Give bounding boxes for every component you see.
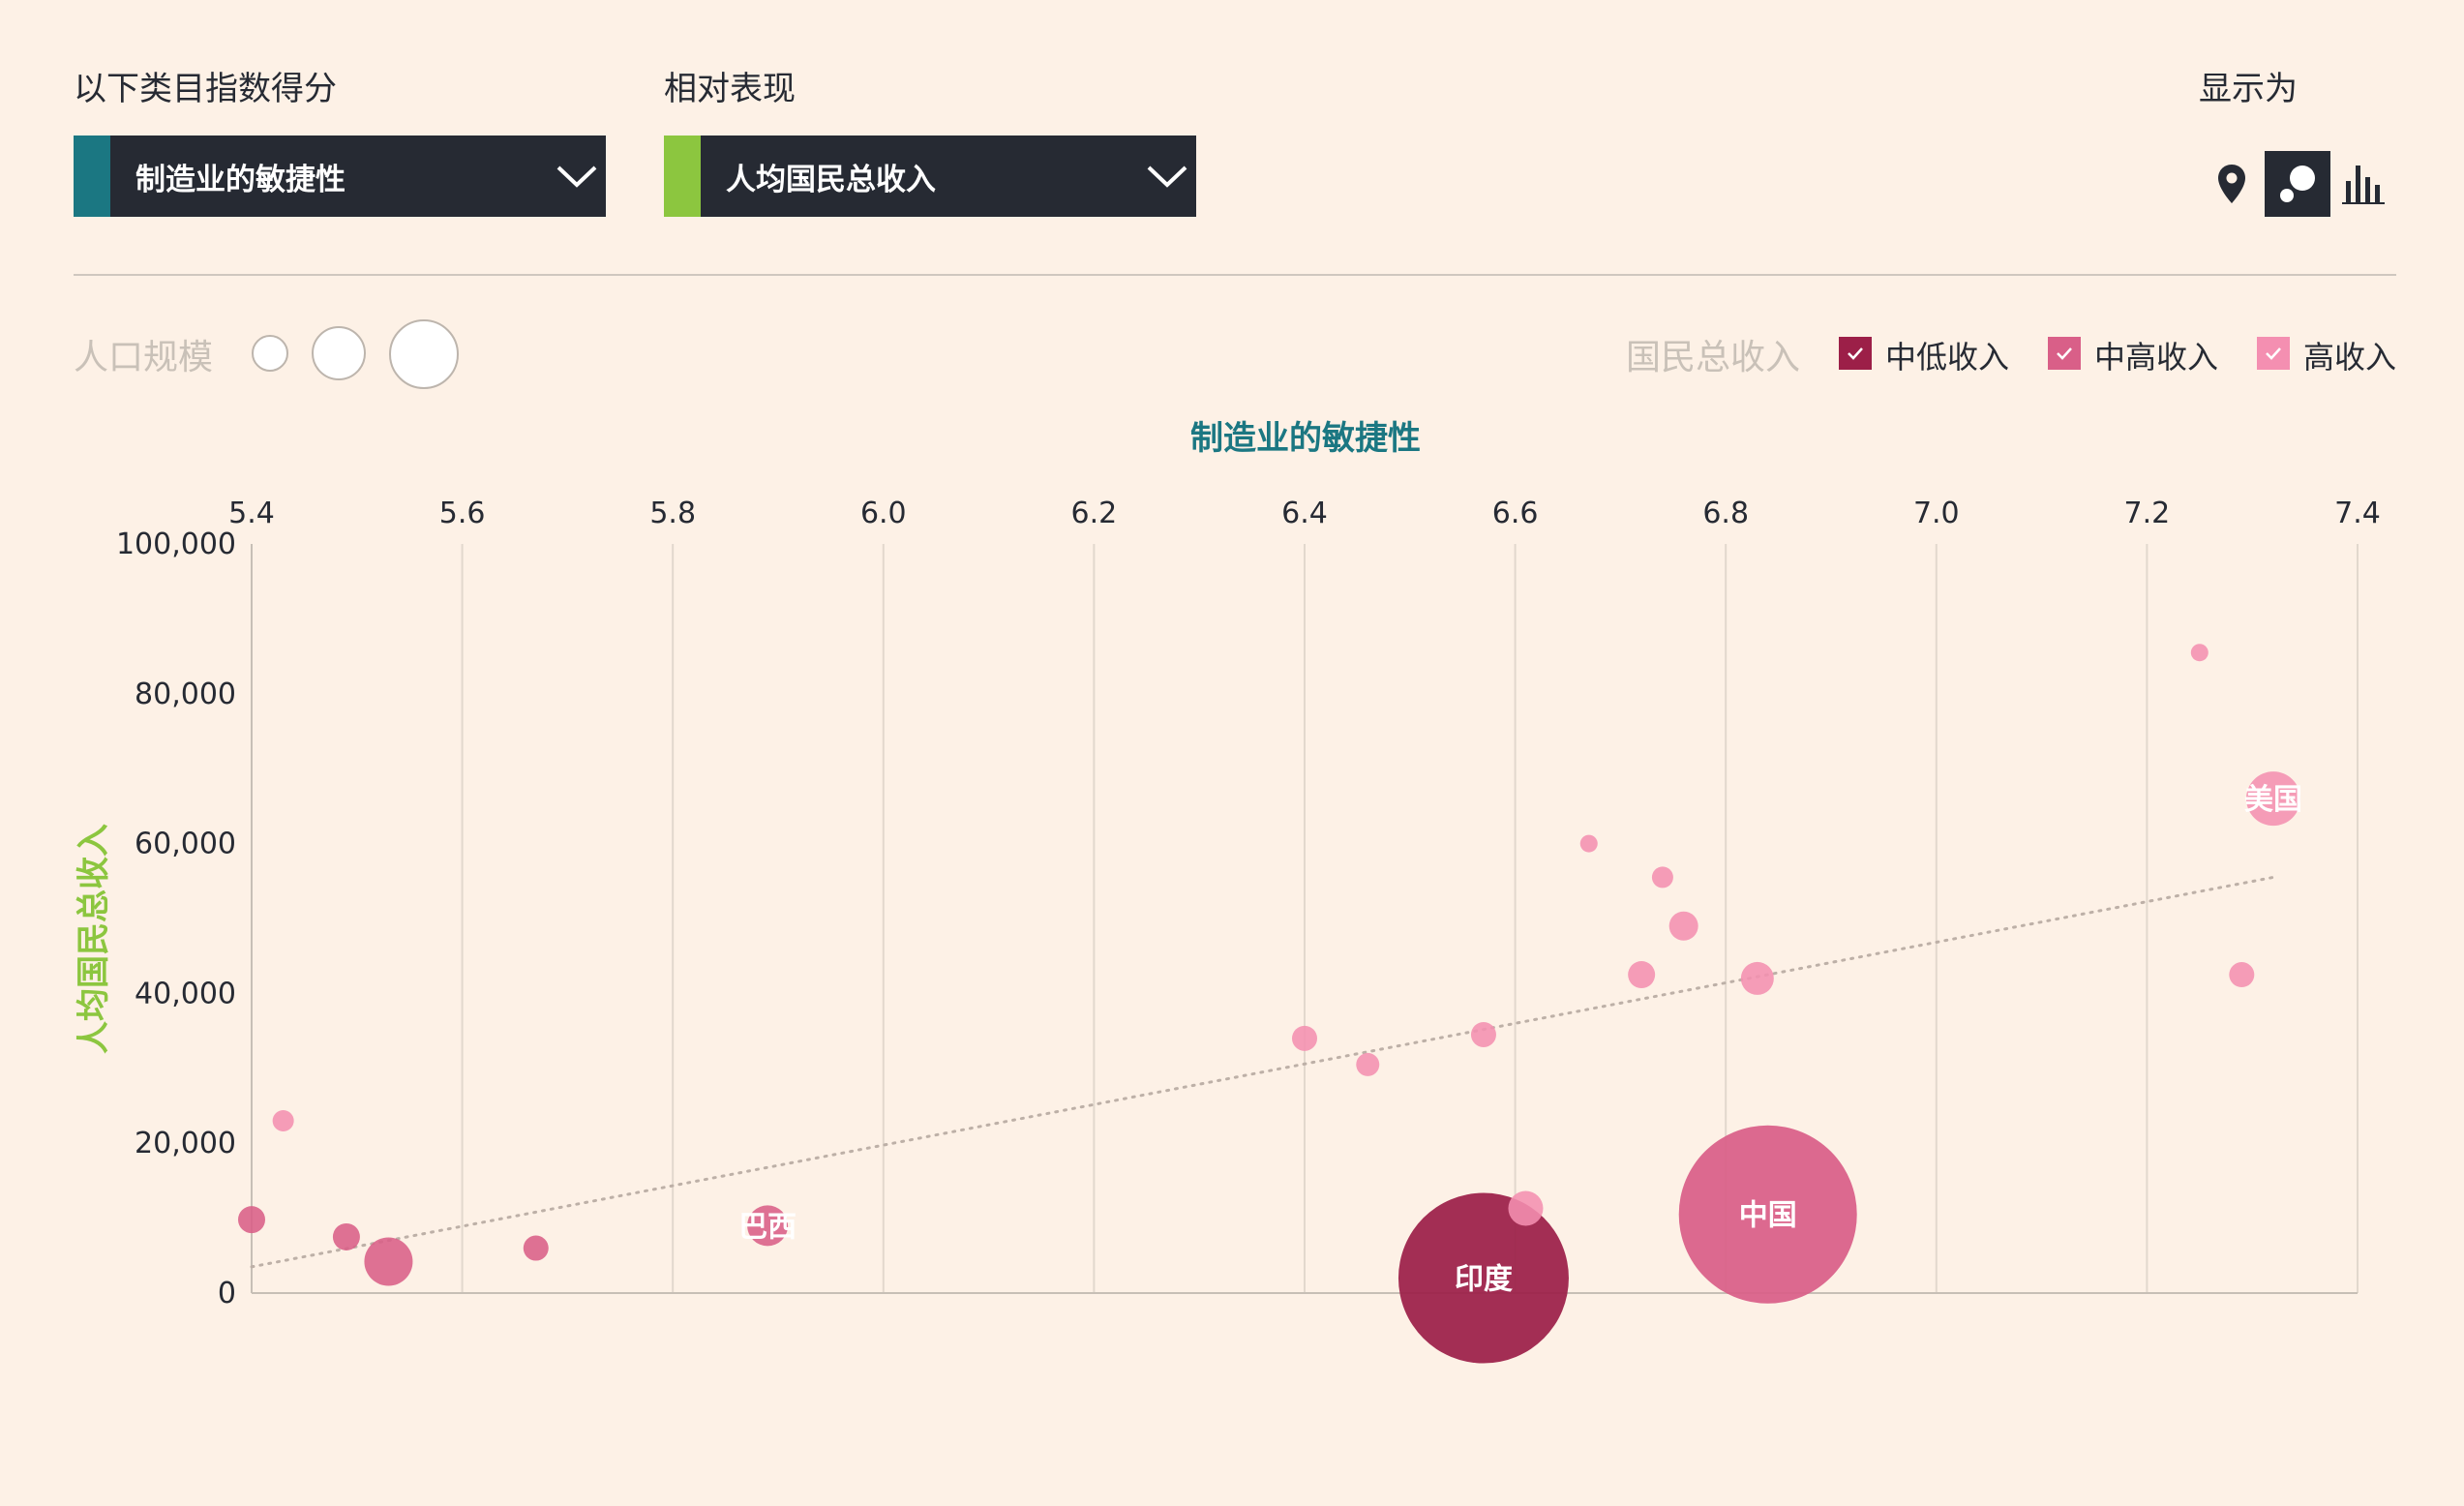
bubble[interactable]: [272, 1109, 294, 1131]
filter-label-lower-middle: 中低收入: [1885, 339, 2010, 376]
bubble-印度[interactable]: [1397, 1192, 1569, 1364]
x-tick-label: 6.2: [1071, 497, 1118, 530]
bubble-label: 印度: [1455, 1263, 1513, 1297]
map-pin-icon: [2218, 165, 2245, 203]
bubble[interactable]: [1470, 1021, 1496, 1047]
bubble-美国[interactable]: [2245, 771, 2300, 827]
bubble[interactable]: [1740, 961, 1774, 995]
relative-dropdown-value: 人均国民总收入: [726, 162, 936, 197]
bubble-chart-icon: [2280, 166, 2315, 202]
y-axis-title: 人均国民总收入: [75, 824, 113, 1054]
checkmark-icon: [2057, 347, 2072, 360]
relative-dropdown[interactable]: 人均国民总收入: [664, 136, 1196, 217]
population-size-label: 人口规模: [74, 338, 214, 377]
bubble[interactable]: [1579, 834, 1598, 853]
bubble[interactable]: [1651, 866, 1673, 889]
relative-label: 相对表现: [664, 70, 796, 108]
y-tick-label: 80,000: [135, 678, 236, 711]
chevron-down-icon: [1138, 136, 1196, 217]
x-tick-label: 7.0: [1913, 497, 1960, 530]
y-tick-label: 100,000: [116, 527, 236, 561]
x-tick-label: 6.8: [1702, 497, 1749, 530]
x-tick-label: 5.6: [439, 497, 486, 530]
x-tick-label: 6.0: [860, 497, 907, 530]
category-dropdown[interactable]: 制造业的敏捷性: [74, 136, 606, 217]
bubble[interactable]: [364, 1237, 413, 1286]
filter-checkbox-upper-middle[interactable]: [2048, 337, 2081, 370]
bubble-label: 中国: [1739, 1199, 1797, 1233]
bubble[interactable]: [1668, 911, 1698, 941]
size-legend-large: [389, 319, 459, 389]
bar-chart-icon: [2342, 166, 2385, 204]
filter-label-high: 高收入: [2303, 339, 2397, 376]
y-tick-label: 0: [218, 1277, 236, 1310]
x-tick-label: 5.4: [228, 497, 275, 530]
chevron-down-icon: [548, 136, 606, 217]
checkmark-icon: [1848, 347, 1863, 360]
divider: [74, 274, 2396, 276]
filter-checkbox-lower-middle[interactable]: [1839, 337, 1872, 370]
bubble[interactable]: [1292, 1025, 1317, 1051]
size-legend-medium: [312, 326, 366, 380]
category-swatch: [74, 136, 110, 217]
bubble[interactable]: [2190, 644, 2209, 662]
y-tick-label: 60,000: [135, 828, 236, 861]
x-tick-label: 7.2: [2124, 497, 2171, 530]
relative-swatch: [664, 136, 701, 217]
x-axis-title: 制造业的敏捷性: [1190, 419, 1421, 458]
display-label: 显示为: [2199, 70, 2298, 108]
bubble[interactable]: [2229, 962, 2255, 988]
bubble[interactable]: [1628, 961, 1656, 989]
gni-legend-label: 国民总收入: [1626, 338, 1801, 377]
x-tick-label: 7.4: [2334, 497, 2381, 530]
bubble-view-button[interactable]: [2265, 151, 2330, 217]
y-tick-label: 20,000: [135, 1127, 236, 1160]
bubble-中国[interactable]: [1678, 1125, 1857, 1304]
category-dropdown-value: 制造业的敏捷性: [135, 162, 346, 197]
scatter-chart: 印度 中国 巴西 美国 5.4 5.6 5.8 6.0 6.2 6.4 6.6 6.8 7.0 7.2 7…: [75, 419, 2381, 1364]
bar-view-button[interactable]: [2330, 151, 2396, 217]
x-tick-label: 6.6: [1492, 497, 1539, 530]
bubble[interactable]: [238, 1206, 265, 1234]
bubble-label: 巴西: [738, 1210, 796, 1244]
x-tick-label: 5.8: [649, 497, 696, 530]
filter-checkbox-high[interactable]: [2257, 337, 2290, 370]
x-tick-label: 6.4: [1281, 497, 1328, 530]
bubble[interactable]: [332, 1222, 360, 1250]
filter-label-upper-middle: 中高收入: [2094, 339, 2219, 376]
bubble[interactable]: [523, 1235, 549, 1261]
map-view-button[interactable]: [2199, 151, 2265, 217]
bubble[interactable]: [1356, 1052, 1380, 1076]
trendline: [250, 875, 2275, 1269]
checkmark-icon: [2266, 347, 2281, 360]
bubble-label: 美国: [2244, 783, 2302, 817]
bubble-巴西[interactable]: [747, 1205, 789, 1247]
category-label: 以下类目指数得分: [74, 70, 337, 108]
size-legend-small: [252, 335, 288, 372]
y-tick-label: 40,000: [135, 977, 236, 1010]
bubble[interactable]: [1508, 1190, 1544, 1226]
